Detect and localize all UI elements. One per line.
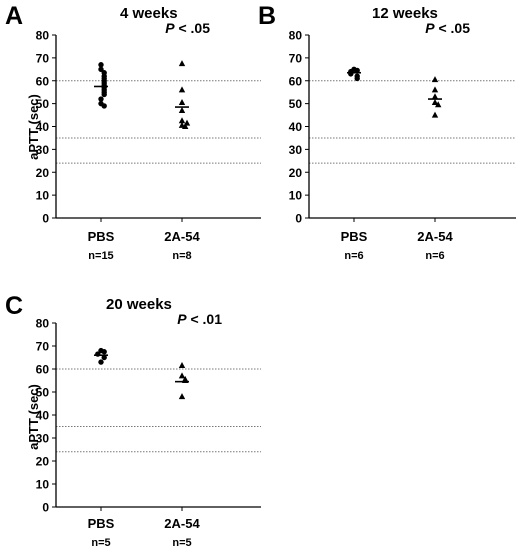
series-pbs bbox=[347, 66, 361, 82]
data-point-circle bbox=[98, 359, 104, 365]
category-label: 2A-54 bbox=[417, 229, 453, 244]
series-pbs bbox=[94, 62, 108, 109]
y-tick-label: 80 bbox=[36, 29, 50, 43]
data-point-triangle bbox=[178, 86, 186, 93]
data-point-triangle bbox=[431, 86, 439, 93]
panel-letter: A bbox=[5, 2, 23, 30]
data-point-triangle bbox=[183, 119, 191, 126]
y-tick-label: 0 bbox=[42, 212, 49, 226]
y-tick-label: 60 bbox=[36, 74, 50, 88]
p-value: P < .05 bbox=[425, 20, 470, 36]
data-point-circle bbox=[101, 103, 107, 109]
series-2a-54 bbox=[175, 60, 191, 129]
p-value-symbol: P bbox=[177, 311, 187, 327]
p-value-rest: < .01 bbox=[187, 311, 223, 327]
n-label: n=6 bbox=[425, 250, 444, 262]
y-tick-label: 80 bbox=[289, 29, 303, 43]
p-value: P < .05 bbox=[165, 20, 210, 36]
y-tick-label: 60 bbox=[289, 74, 303, 88]
data-point-triangle bbox=[178, 362, 186, 369]
panel-title: 20 weeks bbox=[106, 296, 172, 313]
category-label: 2A-54 bbox=[164, 516, 200, 531]
y-tick-label: 80 bbox=[36, 317, 50, 331]
data-point-triangle bbox=[178, 117, 186, 124]
series-pbs bbox=[94, 347, 108, 365]
y-tick-label: 20 bbox=[289, 166, 303, 180]
n-label: n=6 bbox=[344, 250, 363, 262]
data-point-triangle bbox=[178, 106, 186, 113]
panel-letter: C bbox=[5, 292, 23, 320]
y-tick-label: 10 bbox=[36, 478, 50, 492]
data-point-circle bbox=[101, 354, 107, 361]
y-axis-label: aPTT (sec) bbox=[26, 94, 41, 160]
y-tick-label: 10 bbox=[36, 189, 50, 203]
data-point-triangle bbox=[431, 98, 439, 105]
y-tick-label: 0 bbox=[42, 501, 49, 515]
data-point-circle bbox=[98, 66, 104, 73]
p-value-symbol: P bbox=[425, 20, 435, 36]
p-value-rest: < .05 bbox=[175, 20, 211, 36]
data-point-triangle bbox=[431, 93, 439, 100]
y-tick-label: 70 bbox=[36, 51, 50, 65]
n-label: n=5 bbox=[91, 537, 110, 548]
data-point-triangle bbox=[435, 101, 442, 108]
y-tick-label: 30 bbox=[36, 432, 50, 446]
y-tick-label: 60 bbox=[36, 363, 50, 377]
data-point-circle bbox=[354, 67, 360, 74]
y-tick-label: 40 bbox=[289, 120, 303, 134]
y-tick-label: 40 bbox=[36, 409, 50, 423]
y-tick-label: 50 bbox=[289, 97, 303, 111]
y-tick-label: 50 bbox=[36, 386, 50, 400]
panel-title: 12 weeks bbox=[372, 5, 438, 22]
series-2a-54 bbox=[175, 362, 189, 400]
data-point-triangle bbox=[178, 372, 186, 379]
data-point-triangle bbox=[178, 98, 186, 105]
y-tick-label: 50 bbox=[36, 97, 50, 111]
category-label: PBS bbox=[341, 229, 368, 244]
y-axis-label: aPTT (sec) bbox=[26, 384, 41, 450]
y-tick-label: 40 bbox=[36, 120, 50, 134]
p-value-rest: < .05 bbox=[435, 20, 471, 36]
data-point-triangle bbox=[431, 76, 439, 83]
category-label: PBS bbox=[88, 229, 115, 244]
data-point-triangle bbox=[182, 123, 189, 129]
n-label: n=15 bbox=[88, 250, 113, 262]
series-2a-54 bbox=[428, 76, 442, 118]
y-tick-label: 70 bbox=[289, 51, 303, 65]
data-point-circle bbox=[101, 349, 107, 355]
chart-panel-c: C 20 weeks P < .01 aPTT (sec) 0 10 20 30 40 50 60 7… bbox=[5, 292, 261, 549]
data-point-triangle bbox=[178, 60, 186, 67]
data-point-circle bbox=[98, 96, 104, 102]
data-point-triangle bbox=[178, 393, 186, 400]
category-label: PBS bbox=[88, 516, 115, 531]
y-tick-label: 70 bbox=[36, 340, 50, 354]
panel-title: 4 weeks bbox=[120, 5, 178, 22]
category-label: 2A-54 bbox=[164, 229, 200, 244]
p-value-symbol: P bbox=[165, 20, 175, 36]
y-tick-label: 0 bbox=[295, 212, 302, 226]
data-point-triangle bbox=[431, 111, 439, 118]
y-tick-label: 20 bbox=[36, 166, 50, 180]
y-tick-label: 10 bbox=[289, 189, 303, 203]
y-tick-label: 20 bbox=[36, 455, 50, 469]
y-tick-label: 30 bbox=[289, 143, 303, 157]
data-point-circle bbox=[101, 91, 107, 98]
p-value: P < .01 bbox=[177, 311, 222, 327]
data-point-circle bbox=[98, 62, 104, 68]
y-tick-label: 30 bbox=[36, 143, 50, 157]
panel-letter: B bbox=[258, 2, 276, 30]
data-point-circle bbox=[354, 75, 360, 82]
n-label: n=8 bbox=[172, 250, 191, 262]
n-label: n=5 bbox=[172, 537, 191, 548]
